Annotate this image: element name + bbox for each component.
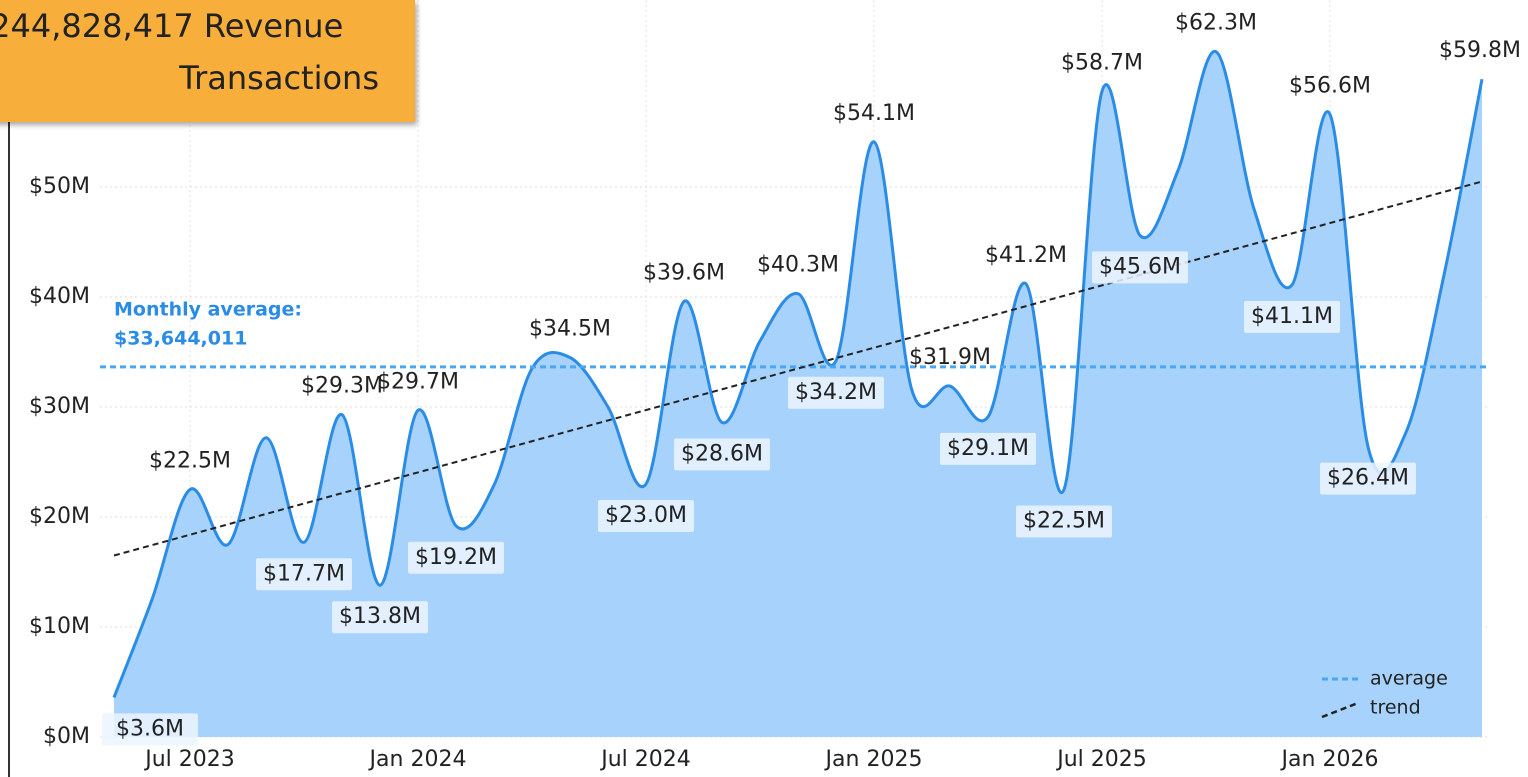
y-tick-label: $40M	[29, 284, 90, 309]
value-label-group: $13.8M	[332, 601, 428, 634]
value-label: $26.4M	[1327, 466, 1409, 491]
value-label-bg	[332, 601, 428, 634]
value-label-group: $59.8M	[1439, 38, 1521, 63]
value-label-group: $29.3M	[301, 374, 383, 399]
value-label-group: $23.0M	[598, 500, 694, 532]
x-tick-label: Jan 2026	[1280, 747, 1379, 772]
value-label-group: $28.6M	[674, 438, 770, 471]
value-label-group: $29.1M	[940, 432, 1036, 465]
legend-trend: trend	[1370, 697, 1421, 719]
y-tick-label: $20M	[29, 504, 90, 529]
value-label-group: $29.7M	[377, 369, 459, 394]
x-tick-label: Jan 2025	[824, 747, 923, 772]
value-label-group: $34.5M	[529, 317, 611, 342]
value-label-group: $41.1M	[1244, 300, 1340, 333]
value-label-bg	[408, 541, 504, 574]
value-label-group: $19.2M	[408, 541, 504, 574]
trend-line	[113, 180, 1483, 557]
value-label-group: $17.7M	[256, 558, 352, 591]
value-label: $41.1M	[1251, 304, 1333, 329]
value-label: $17.7M	[263, 561, 345, 586]
value-label: $29.3M	[301, 374, 383, 399]
value-label: $39.6M	[643, 260, 725, 285]
value-label-bg	[1092, 251, 1188, 284]
value-label-group: $62.3M	[1175, 11, 1257, 36]
value-label: $58.7M	[1061, 50, 1143, 75]
value-label-group: $3.6M	[102, 713, 198, 746]
value-label: $31.9M	[909, 345, 991, 370]
summary-revenue: $1,244,828,417 Revenue	[0, 7, 344, 45]
value-label: $54.1M	[833, 101, 915, 126]
value-label: $22.5M	[1023, 509, 1105, 534]
value-label: $34.2M	[795, 380, 877, 405]
y-tick-label: $50M	[29, 174, 90, 199]
value-label-group: $41.2M	[985, 243, 1067, 268]
value-label: $45.6M	[1099, 254, 1181, 279]
value-label: $19.2M	[415, 545, 497, 570]
value-label: $41.2M	[985, 243, 1067, 268]
y-tick-label: $10M	[29, 614, 90, 639]
value-label-bg	[102, 713, 198, 746]
value-label: $29.7M	[377, 369, 459, 394]
value-label-bg	[1016, 505, 1112, 538]
x-tick-label: Jul 2023	[143, 747, 235, 772]
value-label-group: $26.4M	[1320, 462, 1416, 495]
y-tick-label: $0M	[43, 724, 90, 749]
value-label-group: $56.6M	[1289, 73, 1371, 98]
value-label: $62.3M	[1175, 11, 1257, 36]
value-label-bg	[940, 432, 1036, 465]
value-label-group: $45.6M	[1092, 251, 1188, 284]
value-label-group: $34.2M	[788, 376, 884, 409]
value-label: $34.5M	[529, 317, 611, 342]
x-tick-label: Jan 2024	[368, 747, 467, 772]
value-label: $23.0M	[605, 503, 687, 528]
value-label-group: $39.6M	[643, 260, 725, 285]
value-label: $3.6M	[116, 716, 184, 741]
average-value: $33,644,011	[114, 328, 247, 350]
value-label-bg	[256, 558, 352, 591]
legend-trend-swatch	[1321, 701, 1359, 719]
legend-average: average	[1370, 668, 1448, 690]
value-label-group: $54.1M	[833, 101, 915, 126]
value-label-group: $22.5M	[1016, 505, 1112, 538]
value-label-group: $31.9M	[909, 345, 991, 370]
value-label-bg	[1320, 462, 1416, 495]
value-label-group: $58.7M	[1061, 50, 1143, 75]
value-label: $22.5M	[149, 449, 231, 474]
line	[112, 50, 1484, 698]
value-label-bg	[598, 500, 694, 532]
x-tick-label: Jul 2025	[1055, 747, 1147, 772]
value-label-bg	[1244, 300, 1340, 333]
value-label: $40.3M	[757, 253, 839, 278]
summary-box: $1,244,828,417 Revenue Transactions	[0, 0, 415, 122]
value-label: $56.6M	[1289, 73, 1371, 98]
value-label-group: $22.5M	[149, 449, 231, 474]
value-label: $13.8M	[339, 604, 421, 629]
x-tick-label: Jul 2024	[599, 747, 691, 772]
value-label: $59.8M	[1439, 38, 1521, 63]
value-label: $28.6M	[681, 441, 763, 466]
value-label-group: $40.3M	[757, 253, 839, 278]
summary-transactions: Transactions	[179, 59, 379, 97]
average-label: Monthly average:	[114, 299, 302, 321]
value-label-bg	[674, 438, 770, 471]
value-label-bg	[788, 376, 884, 409]
y-tick-label: $30M	[29, 394, 90, 419]
value-label: $29.1M	[947, 436, 1029, 461]
